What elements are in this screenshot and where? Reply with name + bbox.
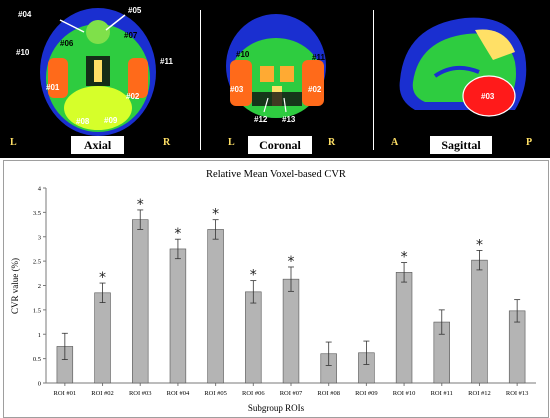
x-tick-label: ROI #04 [167, 390, 190, 397]
x-tick-label: ROI #08 [317, 390, 340, 397]
cvr-bar-chart: Relative Mean Voxel-based CVR CVR value … [3, 160, 549, 418]
bars: * * * * * * * * [56, 197, 526, 384]
bar [395, 272, 413, 384]
x-axis-title: Subgroup ROIs [248, 403, 305, 413]
bar [207, 229, 224, 384]
axial-roi-tag: #11 [160, 57, 173, 66]
y-tick-label: 3.5 [33, 210, 41, 217]
significance-star: * [174, 226, 181, 242]
coronal-roi-tag: #02 [308, 85, 322, 94]
significance-star: * [212, 207, 219, 223]
coronal-view: #10 #11 #03 #02 #12 #13 L Coronal R [202, 0, 370, 158]
bar [471, 259, 488, 384]
x-tick-label: ROI #02 [91, 390, 114, 397]
sagittal-right-letter: P [526, 137, 533, 148]
sagittal-view-label: Sagittal [430, 136, 492, 154]
axial-roi-tag: #08 [76, 117, 90, 126]
x-tick-label: ROI #06 [242, 390, 265, 397]
axial-roi-tag: #05 [128, 6, 142, 15]
x-tick-label: ROI #03 [129, 390, 152, 397]
coronal-roi-tag: #03 [230, 85, 244, 94]
bar [282, 278, 300, 384]
x-tick-label: ROI #10 [393, 390, 416, 397]
sagittal-left-letter: A [391, 137, 399, 148]
coronal-roi-tag: #12 [254, 115, 268, 124]
axial-brain-map: #04 #05 #06 #07 #10 #11 #01 #02 #08 #09 [16, 6, 173, 136]
significance-star: * [137, 197, 144, 213]
y-tick-label: 0 [38, 381, 41, 388]
coronal-roi-tag: #10 [236, 50, 250, 59]
significance-star: * [401, 250, 408, 266]
coronal-view-label: Coronal [248, 136, 312, 154]
significance-star: * [99, 270, 106, 286]
x-tick-label: ROI #12 [468, 390, 491, 397]
chart-title: Relative Mean Voxel-based CVR [206, 169, 346, 180]
axial-roi-tag: #10 [16, 48, 30, 57]
axial-view: #04 #05 #06 #07 #10 #11 #01 #02 #08 #09 … [0, 0, 198, 158]
y-tick-label: 4 [38, 186, 42, 193]
x-tick-label: ROI #09 [355, 390, 378, 397]
x-tick-label: ROI #05 [204, 390, 227, 397]
significance-star: * [288, 254, 295, 270]
chart-canvas: Relative Mean Voxel-based CVR CVR value … [10, 169, 536, 413]
sagittal-view: #03 A Sagittal P [375, 0, 550, 158]
x-tick-label: ROI #07 [280, 390, 303, 397]
axial-right-letter: R [163, 137, 171, 148]
y-tick-label: 2 [38, 283, 41, 290]
axial-roi-tag: #02 [126, 92, 140, 101]
axial-roi-tag: #06 [60, 39, 74, 48]
y-tick-label: 3 [38, 234, 41, 241]
x-tick-label: ROI #11 [431, 390, 453, 397]
axial-roi-tag: #01 [46, 83, 60, 92]
coronal-right-letter: R [328, 137, 336, 148]
x-tick-label: ROI #01 [54, 390, 77, 397]
coronal-brain-map: #10 #11 #03 #02 #12 #13 [226, 14, 326, 124]
bar [132, 219, 149, 384]
view-divider [200, 10, 201, 150]
bar [169, 248, 187, 384]
axial-roi-tag: #07 [124, 31, 138, 40]
coronal-left-letter: L [228, 137, 235, 148]
brain-maps-panel: #04 #05 #06 #07 #10 #11 #01 #02 #08 #09 … [0, 0, 550, 158]
x-tick-label: ROI #13 [506, 390, 529, 397]
y-tick-label: 1.5 [33, 307, 41, 314]
significance-star: * [250, 268, 257, 284]
y-axis-title: CVR value (%) [10, 258, 20, 314]
axial-left-letter: L [10, 137, 17, 148]
bar [94, 292, 111, 384]
axial-view-label: Axial [71, 136, 124, 154]
coronal-roi-tag: #13 [282, 115, 296, 124]
y-tick-label: 2.5 [33, 259, 41, 266]
axial-roi-tag: #04 [18, 10, 32, 19]
sagittal-brain-map: #03 [399, 17, 527, 117]
sagittal-roi-tag: #03 [481, 92, 495, 101]
y-tick-label: 0.5 [33, 356, 41, 363]
y-tick-label: 1 [38, 332, 41, 339]
axial-roi-tag: #09 [104, 116, 118, 125]
coronal-roi-tag: #11 [312, 53, 325, 62]
view-divider [373, 10, 374, 150]
significance-star: * [476, 237, 483, 253]
bar [245, 291, 262, 384]
